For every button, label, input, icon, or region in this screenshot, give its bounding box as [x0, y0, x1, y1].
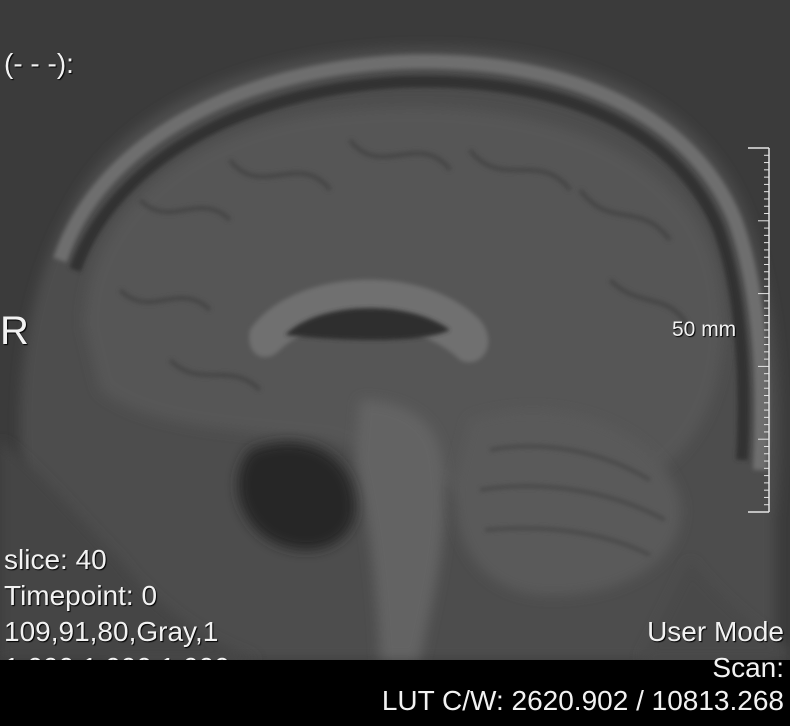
lut-window-info: LUT C/W: 2620.902 / 10813.268: [382, 683, 784, 719]
mode-info: User Mode: [647, 614, 784, 650]
scale-bar: [740, 146, 780, 516]
orientation-marker-right: R: [0, 308, 29, 354]
pixel-info: 109,91,80,Gray,1: [4, 614, 230, 650]
info-bottom-right: User Mode Scan:: [647, 614, 784, 686]
scale-bar-label: 50 mm: [672, 317, 736, 343]
series-title-label: (- - -):: [4, 46, 74, 82]
slice-info: slice: 40: [4, 542, 230, 578]
timepoint-info: Timepoint: 0: [4, 578, 230, 614]
scan-info: Scan:: [647, 650, 784, 686]
